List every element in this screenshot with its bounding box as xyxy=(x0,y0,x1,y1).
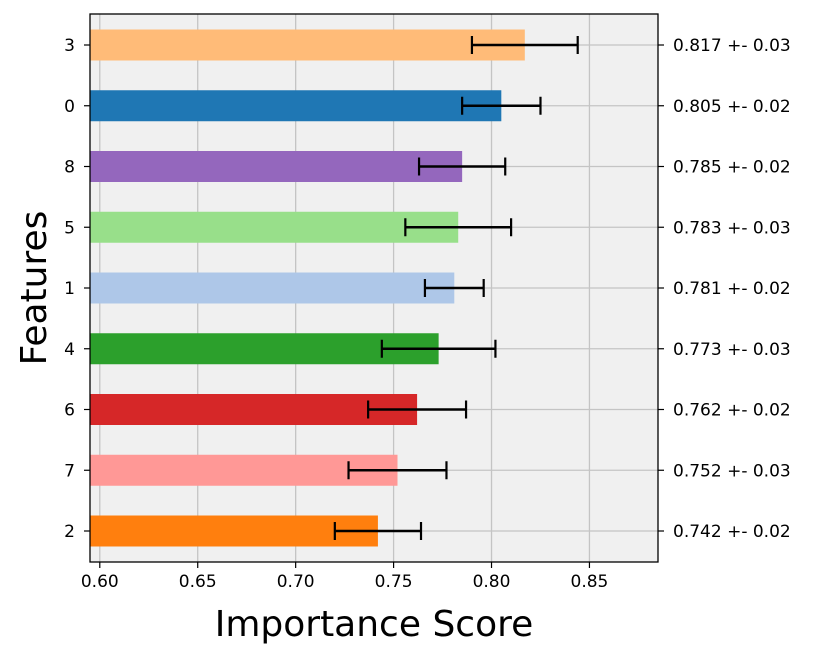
y-tick-label: 6 xyxy=(64,401,75,421)
value-label: 0.781 +- 0.02 xyxy=(673,279,791,299)
value-label: 0.742 +- 0.02 xyxy=(673,522,791,542)
bar-feature-5 xyxy=(90,211,459,243)
y-tick-label: 7 xyxy=(64,461,75,481)
value-label: 0.817 +- 0.03 xyxy=(673,36,791,56)
bar-feature-0 xyxy=(90,90,502,122)
x-ticks: 0.60 0.65 0.70 0.75 0.80 0.85 xyxy=(81,562,609,592)
bar-feature-3 xyxy=(90,29,525,61)
value-label: 0.783 +- 0.03 xyxy=(673,218,791,238)
y-tick-label: 3 xyxy=(64,36,75,56)
x-tick-label: 0.85 xyxy=(571,572,609,592)
bar-feature-2 xyxy=(90,515,378,547)
y-tick-label: 5 xyxy=(64,218,75,238)
y-tick-label: 0 xyxy=(64,97,75,117)
y-tick-label: 2 xyxy=(64,522,75,542)
y-tick-label: 4 xyxy=(64,340,75,360)
x-tick-label: 0.75 xyxy=(375,572,413,592)
y-ticks: 3 0 8 5 1 4 6 7 2 xyxy=(64,36,90,542)
bars xyxy=(90,29,525,547)
error-bars xyxy=(333,36,579,540)
x-axis-title: Importance Score xyxy=(215,604,534,645)
y-axis-title: Features xyxy=(14,211,55,366)
bar-feature-1 xyxy=(90,272,455,304)
value-label: 0.773 +- 0.03 xyxy=(673,340,791,360)
value-label: 0.785 +- 0.02 xyxy=(673,158,791,178)
x-tick-label: 0.60 xyxy=(81,572,119,592)
bar-feature-7 xyxy=(90,454,398,486)
value-label: 0.752 +- 0.03 xyxy=(673,461,791,481)
value-label: 0.805 +- 0.02 xyxy=(673,97,791,117)
value-label: 0.762 +- 0.02 xyxy=(673,401,791,421)
x-tick-label: 0.80 xyxy=(473,572,511,592)
bar-feature-8 xyxy=(90,151,463,182)
bar-feature-6 xyxy=(90,394,418,425)
bar-feature-4 xyxy=(90,333,439,365)
x-tick-label: 0.70 xyxy=(277,572,315,592)
y-tick-label: 1 xyxy=(64,279,75,299)
x-tick-label: 0.65 xyxy=(179,572,217,592)
y-tick-label: 8 xyxy=(64,158,75,178)
value-labels: 0.817 +- 0.03 0.805 +- 0.02 0.785 +- 0.02 0… xyxy=(658,36,791,542)
